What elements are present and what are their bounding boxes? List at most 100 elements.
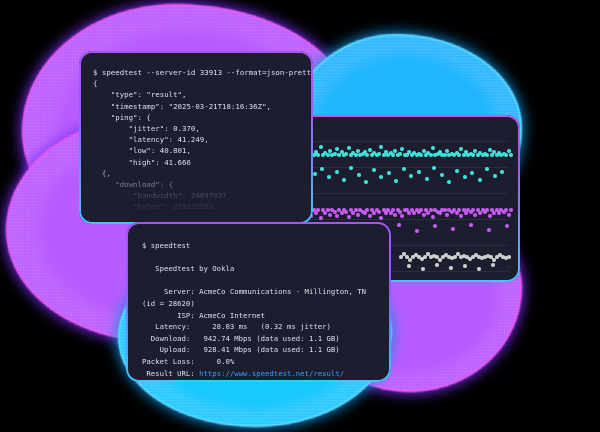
chart-dot-upload	[363, 211, 367, 215]
chart-dot-upload	[476, 208, 480, 212]
chart-dot-download	[402, 167, 406, 171]
chart-dot-download	[490, 153, 494, 157]
chart-dot-download	[419, 153, 423, 157]
chart-dot-upload	[375, 208, 379, 212]
chart-dot-download	[502, 152, 506, 156]
chart-dot-latency	[407, 264, 411, 268]
chart-dot-upload	[457, 208, 461, 212]
chart-dot-download	[372, 168, 376, 172]
chart-dot-download	[356, 149, 360, 153]
chart-dot-upload	[507, 213, 511, 217]
chart-dot-upload	[485, 208, 489, 212]
chart-dot-upload	[319, 216, 323, 220]
chart-dot-upload	[342, 208, 346, 212]
chart-dot-download	[354, 153, 358, 157]
chart-dot-latency	[423, 255, 427, 259]
chart-dot-latency	[429, 255, 433, 259]
chart-dot-upload	[424, 208, 428, 212]
chart-dot-upload	[497, 211, 501, 215]
chart-dot-download	[504, 153, 508, 157]
chart-dot-upload	[415, 229, 419, 233]
chart-dot-upload	[391, 208, 395, 212]
chart-dot-latency	[453, 255, 457, 259]
chart-dot-download	[337, 153, 341, 157]
chart-dot-upload	[502, 210, 506, 214]
chart-dot-download	[342, 153, 346, 157]
chart-dot-upload	[433, 224, 437, 228]
chart-dot-latency	[402, 252, 406, 256]
chart-dot-upload	[330, 208, 334, 212]
chart-dot-latency	[459, 255, 463, 259]
chart-dot-latency	[465, 255, 469, 259]
chart-dot-upload	[386, 208, 390, 212]
chart-dot-upload	[462, 208, 466, 212]
chart-dot-upload	[335, 214, 339, 218]
chart-dot-latency	[492, 258, 496, 262]
chart-dot-upload	[326, 208, 330, 212]
chart-dot-upload	[495, 208, 499, 212]
chart-dot-download	[485, 167, 489, 171]
chart-dot-download	[497, 151, 501, 155]
chart-dot-latency	[477, 255, 481, 259]
text-fade-overlay	[81, 164, 311, 222]
chart-dot-upload	[481, 208, 485, 212]
chart-dot-download	[417, 170, 421, 174]
chart-dot-upload	[415, 208, 419, 212]
chart-dot-upload	[429, 208, 433, 212]
window-border-gradient: $ speedtest --server-id 33913 --format=j…	[79, 51, 313, 224]
chart-dot-download	[478, 178, 482, 182]
chart-dot-download	[387, 171, 391, 175]
chart-dot-download	[407, 150, 411, 154]
chart-dot-download	[432, 166, 436, 170]
chart-dot-latency	[408, 258, 412, 262]
chart-dot-upload	[504, 208, 508, 212]
chart-dot-upload	[433, 208, 437, 212]
result-url-label: Result URL:	[142, 368, 200, 378]
chart-dot-upload	[499, 208, 503, 212]
chart-dot-upload	[389, 211, 393, 215]
chart-dot-download	[340, 150, 344, 154]
chart-dot-download	[425, 177, 429, 181]
chart-dot-upload	[487, 228, 491, 232]
chart-dot-upload	[422, 213, 426, 217]
chart-dot-download	[409, 174, 413, 178]
chart-dot-upload	[344, 210, 348, 214]
speedtest-result-terminal-window[interactable]: $ speedtest Speedtest by Ookla Server: A…	[126, 222, 391, 382]
chart-dot-download	[320, 167, 324, 171]
chart-dot-download	[386, 153, 390, 157]
chart-dot-download	[403, 153, 407, 157]
chart-dot-latency	[450, 256, 454, 260]
chart-dot-latency	[441, 255, 445, 259]
chart-dot-upload	[443, 208, 447, 212]
chart-dot-download	[470, 171, 474, 175]
chart-dot-latency	[489, 255, 493, 259]
result-url-link[interactable]: https://www.speedtest.net/result/	[199, 368, 345, 378]
chart-dot-download	[440, 153, 444, 157]
chart-dot-upload	[365, 208, 369, 212]
chart-dot-upload	[488, 214, 492, 218]
chart-dot-upload	[370, 208, 374, 212]
chart-dot-download	[394, 179, 398, 183]
chart-dot-download	[335, 170, 339, 174]
chart-dot-download	[429, 153, 433, 157]
chart-dot-download	[412, 151, 416, 155]
chart-dot-download	[415, 153, 419, 157]
chart-dot-upload	[407, 211, 411, 215]
speedtest-json-terminal-window[interactable]: $ speedtest --server-id 33913 --format=j…	[79, 51, 313, 224]
chart-dot-download	[349, 166, 353, 170]
chart-dot-download	[370, 153, 374, 157]
chart-dot-upload	[410, 208, 414, 212]
chart-dot-download	[375, 153, 379, 157]
chart-dot-download	[463, 175, 467, 179]
chart-dot-latency	[417, 255, 421, 259]
chart-dot-upload	[321, 208, 325, 212]
chart-dot-download	[500, 170, 504, 174]
chart-dot-upload	[400, 214, 404, 218]
result-terminal-text: $ speedtest Speedtest by Ookla Server: A…	[128, 224, 389, 380]
chart-dot-latency	[501, 255, 505, 259]
chart-dot-latency	[399, 255, 403, 259]
chart-dot-upload	[469, 223, 473, 227]
chart-dot-download	[349, 153, 353, 157]
chart-dot-download	[447, 180, 451, 184]
chart-dot-download	[328, 149, 332, 153]
